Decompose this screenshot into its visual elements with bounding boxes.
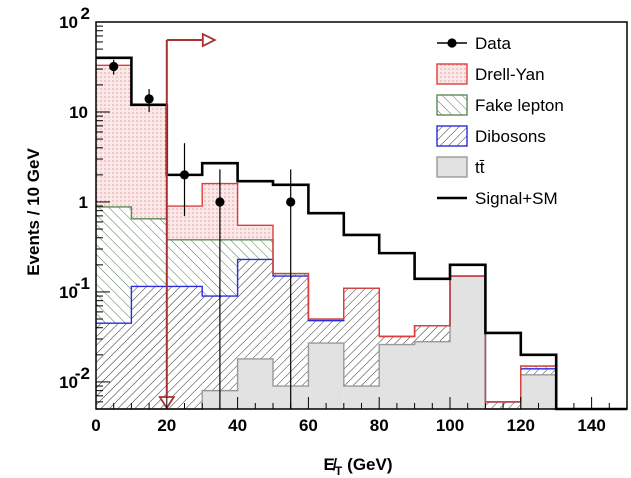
x-tick-label: 20 — [157, 416, 176, 435]
x-tick-label: 140 — [577, 416, 605, 435]
legend-label: Fake lepton — [475, 96, 564, 115]
x-tick-label: 60 — [299, 416, 318, 435]
dibosons-bin — [166, 286, 203, 409]
fake-lepton-bin — [131, 218, 167, 287]
data-point — [144, 94, 154, 104]
data-point — [109, 61, 119, 72]
legend-swatch — [436, 156, 468, 178]
x-axis-title-sub: T — [335, 464, 343, 478]
legend-label: Signal+SM — [475, 189, 558, 208]
drell-yan-bin — [96, 65, 132, 207]
fake-lepton-bin — [237, 239, 273, 260]
x-axis-title: E̸T (GeV) — [323, 455, 392, 478]
y-tick-label: 10 — [59, 13, 78, 32]
legend-label: Data — [475, 34, 511, 53]
data-point — [286, 197, 296, 207]
signal-sm-histogram — [96, 56, 627, 411]
data-point — [215, 197, 225, 207]
ttbar-bin — [414, 341, 450, 409]
legend-label: Drell-Yan — [475, 65, 545, 84]
dibosons-bin — [131, 286, 167, 409]
ttbar-bin — [237, 358, 273, 409]
stack-outlines — [96, 64, 627, 410]
data-point — [179, 170, 190, 180]
y-tick-label: 1 — [79, 193, 88, 212]
legend: Data Drell-Yan Fake lepton Dibosons tt̄ Signa… — [436, 34, 564, 208]
ttbar-bin — [379, 344, 415, 409]
legend-label: tt̄ — [475, 158, 485, 177]
ttbar-bin — [343, 386, 380, 409]
signal-sm-line — [96, 56, 627, 411]
legend-background — [424, 28, 624, 218]
legend-swatch — [436, 125, 468, 147]
ttbar-bin — [308, 343, 344, 409]
legend-data-marker — [447, 38, 457, 48]
x-tick-label: 40 — [228, 416, 247, 435]
y-tick-label: 10 — [59, 373, 78, 392]
dibosons-bin — [520, 368, 557, 375]
fake-lepton-bin — [308, 319, 344, 321]
x-axis-ticks: 0 20 40 60 80 100 120 140 — [91, 397, 628, 435]
x-axis-title-main: E̸ — [323, 455, 337, 474]
cut-arrow-right-head — [201, 32, 217, 48]
legend-swatch — [436, 94, 468, 116]
ttbar-bin — [450, 276, 486, 409]
drell-yan-bin — [131, 104, 167, 219]
x-tick-label: 120 — [507, 416, 535, 435]
y-tick-exponent: -2 — [75, 364, 90, 383]
drell-yan-outline — [96, 64, 627, 410]
y-axis-title: Events / 10 GeV — [24, 148, 43, 276]
dibosons-bin — [414, 325, 450, 342]
dibosons-bin — [379, 336, 415, 345]
y-tick-exponent: 2 — [81, 4, 90, 23]
x-tick-label: 80 — [370, 416, 389, 435]
x-tick-label: 0 — [91, 416, 100, 435]
dibosons-bin — [343, 288, 380, 387]
drell-yan-bin — [237, 225, 273, 240]
y-tick-exponent: -1 — [75, 274, 90, 293]
dibosons-bin — [308, 320, 344, 344]
legend-label: Dibosons — [475, 127, 546, 146]
dibosons-bin — [96, 323, 132, 409]
x-axis-title-unit: (GeV) — [347, 455, 392, 474]
x-tick-label: 100 — [436, 416, 464, 435]
fake-lepton-bin — [166, 239, 203, 287]
dibosons-bin — [237, 259, 273, 359]
fake-lepton-bin — [520, 366, 557, 369]
legend-swatch — [436, 63, 468, 85]
data-points — [109, 59, 296, 409]
y-tick-label: 10 — [69, 103, 88, 122]
y-tick-label: 10 — [59, 283, 78, 302]
